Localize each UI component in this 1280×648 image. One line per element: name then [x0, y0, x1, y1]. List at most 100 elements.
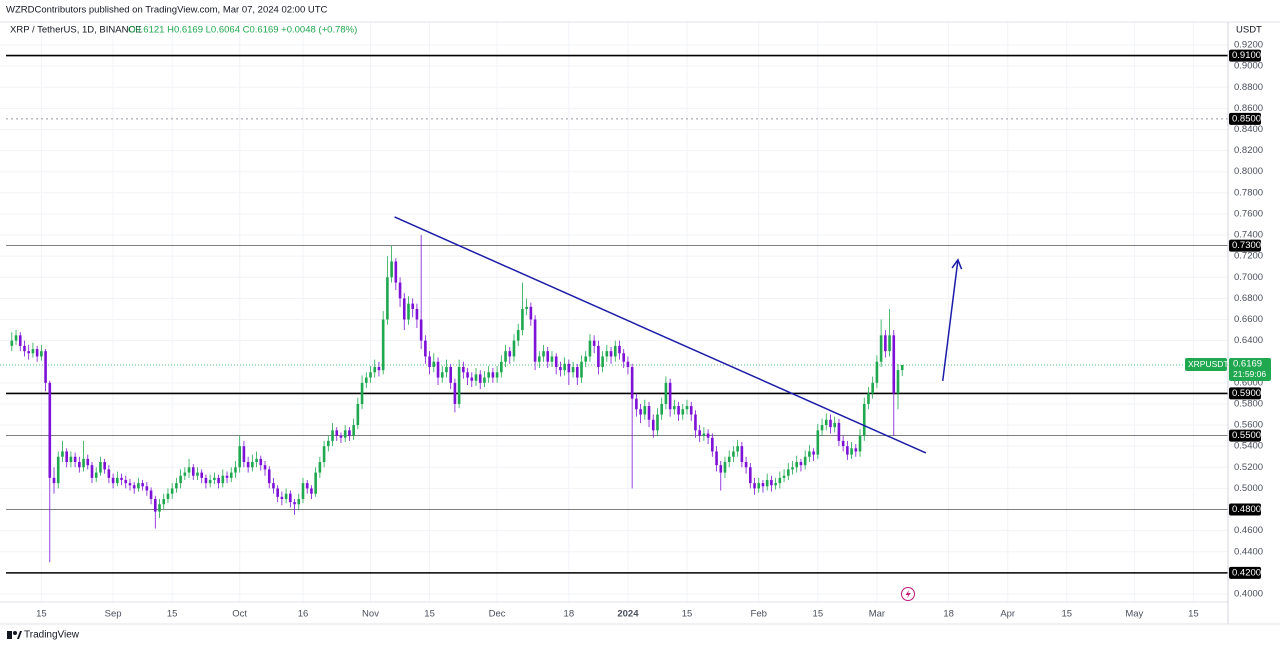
candle-body	[537, 356, 541, 362]
level-tag-label: 0.9100	[1232, 50, 1261, 61]
y-tick-label: 0.6400	[1234, 335, 1263, 346]
arrow-shaft	[941, 259, 959, 382]
candle-body	[491, 372, 495, 378]
candle-body	[432, 361, 436, 368]
candle-body	[293, 502, 296, 505]
candle-body	[567, 363, 571, 373]
candle-body	[622, 353, 626, 362]
candle-body	[61, 451, 64, 457]
candle-body	[542, 351, 545, 357]
candle-body	[204, 477, 208, 484]
candle-body	[786, 469, 790, 476]
logo-slash	[17, 631, 22, 639]
y-tick-label: 0.8400	[1234, 124, 1263, 135]
levels	[0, 54, 1228, 574]
y-tick-label: 0.7600	[1234, 208, 1263, 219]
candle-body	[10, 340, 14, 346]
candle-body	[120, 477, 123, 480]
candle-body	[867, 393, 870, 404]
countdown: 21:59:06	[1233, 369, 1266, 379]
candle-body	[86, 458, 90, 466]
candle-body	[255, 458, 258, 463]
price-tag-box	[1229, 357, 1271, 381]
y-tick-label: 0.5000	[1234, 483, 1263, 494]
candle-body	[90, 465, 94, 478]
candle-body	[145, 486, 149, 491]
candle-body	[44, 351, 47, 383]
candle-body	[862, 403, 866, 436]
candle-body	[369, 372, 372, 378]
candle-body	[103, 462, 106, 470]
candle-body	[896, 370, 900, 394]
candle-body	[715, 451, 718, 466]
candle-body	[27, 351, 31, 354]
x-tick-label: 15	[813, 609, 824, 620]
level-tag-label: 0.7300	[1232, 240, 1261, 251]
candle-body	[803, 456, 807, 466]
candle-body	[474, 374, 478, 381]
y-tick-label: 0.8000	[1234, 166, 1263, 177]
event-icon	[901, 587, 915, 601]
candle-body	[229, 472, 233, 478]
logo-mark	[7, 631, 12, 639]
candle-body	[618, 345, 621, 354]
candle-body	[575, 367, 579, 378]
level-tag	[1229, 503, 1261, 516]
y-tick-label: 0.8600	[1234, 103, 1263, 114]
candle-body	[179, 475, 182, 484]
candle-body	[153, 498, 157, 512]
candle-body	[795, 462, 799, 468]
candle-body	[673, 406, 676, 410]
candle-body	[449, 367, 452, 383]
y-tick-label: 0.4000	[1234, 588, 1263, 599]
x-tick-label: 15	[682, 609, 693, 620]
candle-body	[833, 422, 837, 428]
candle-body	[656, 414, 659, 431]
candle-body	[559, 367, 562, 371]
candle-body	[457, 367, 461, 404]
candle-body	[445, 367, 448, 373]
level-tag	[1229, 239, 1261, 252]
candle-body	[668, 382, 672, 410]
y-tick-label: 0.9200	[1234, 40, 1263, 51]
candle-body	[740, 446, 744, 463]
candle-body	[297, 498, 301, 505]
candle-body	[132, 485, 136, 489]
y-tick-label: 0.7800	[1234, 187, 1263, 198]
candle-body	[116, 477, 119, 484]
candle-body	[512, 340, 516, 357]
y-tick-label: 0.8800	[1234, 82, 1263, 93]
candle-body	[651, 419, 655, 431]
candle-body	[664, 382, 668, 404]
candle-body	[175, 483, 178, 489]
candle-body	[352, 425, 355, 436]
y-tick-label: 0.7200	[1234, 251, 1263, 262]
candle-body	[35, 349, 39, 357]
x-tick-label: Mar	[869, 609, 885, 620]
candle-body	[597, 345, 600, 368]
y-tick-label: 0.9000	[1234, 61, 1263, 72]
candle-body	[259, 458, 263, 466]
candle-body	[280, 496, 284, 499]
x-tick-label: Feb	[751, 609, 767, 620]
candle-body	[884, 335, 887, 352]
candle-body	[111, 477, 115, 484]
y-tick-label: 0.5800	[1234, 398, 1263, 409]
candle-body	[124, 479, 128, 484]
y-tick-label: 0.8200	[1234, 145, 1263, 156]
level-tag	[1229, 387, 1261, 400]
candle-body	[440, 372, 444, 378]
x-tick-label: 15	[36, 609, 47, 620]
candle-body	[331, 430, 334, 441]
logo-dot	[13, 631, 17, 635]
candle-body	[736, 446, 739, 452]
candle-body	[322, 446, 326, 463]
level-tag-label: 0.4200	[1232, 567, 1261, 578]
candle-body	[765, 479, 769, 487]
publisher-line: WZRDContributors published on TradingVie…	[6, 5, 328, 16]
candle-body	[301, 483, 305, 499]
x-tick-label: 15	[167, 609, 178, 620]
candle-body	[327, 440, 330, 447]
brand-name: TradingView	[24, 630, 80, 641]
candle-body	[799, 462, 803, 466]
